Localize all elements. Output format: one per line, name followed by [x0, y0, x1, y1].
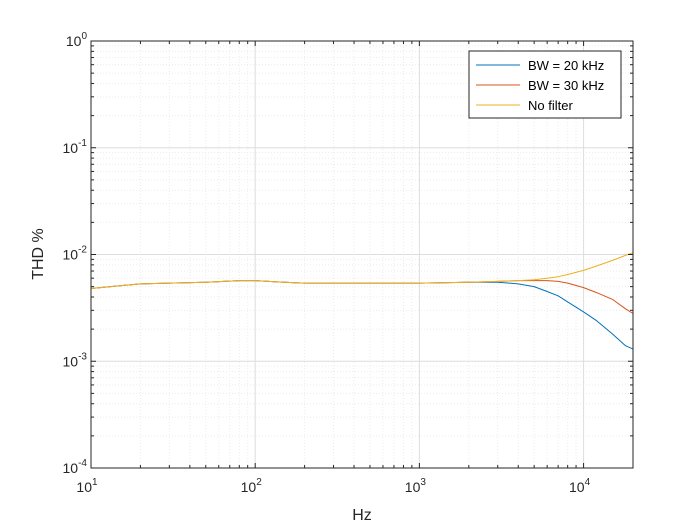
y-tick-label: 10-2	[63, 245, 88, 263]
legend: BW = 20 kHz BW = 30 kHz No filter	[468, 50, 622, 119]
series-layer	[90, 252, 634, 350]
x-tick-label: 104	[569, 477, 591, 495]
y-axis-label: THD %	[30, 228, 47, 280]
x-axis-label: Hz	[352, 507, 372, 524]
legend-box	[468, 50, 622, 119]
tick-marks	[90, 40, 634, 469]
x-tick-labels: 101 102 103 104	[76, 477, 590, 495]
y-tick-label: 10-1	[63, 138, 88, 156]
legend-label: No filter	[528, 98, 573, 113]
y-tick-labels: 10-4 10-3 10-2 10-1 100	[63, 31, 88, 476]
x-tick-label: 101	[76, 477, 98, 495]
legend-label: BW = 30 kHz	[528, 78, 604, 93]
series-line-3	[90, 252, 634, 289]
x-tick-label: 103	[405, 477, 427, 495]
y-tick-label: 100	[66, 31, 88, 49]
legend-label: BW = 20 kHz	[528, 58, 604, 73]
y-tick-label: 10-4	[63, 458, 88, 476]
x-tick-label: 102	[241, 477, 263, 495]
y-tick-label: 10-3	[63, 351, 88, 369]
